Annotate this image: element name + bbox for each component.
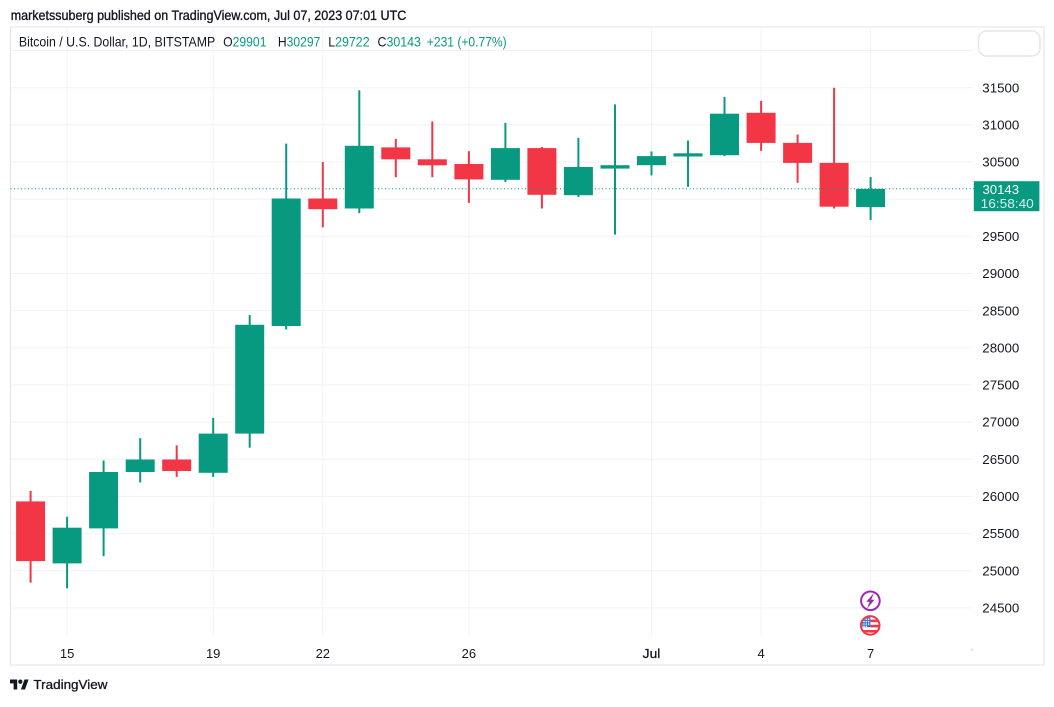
svg-text:29000: 29000 bbox=[982, 266, 1019, 281]
svg-text:26000: 26000 bbox=[982, 489, 1019, 504]
svg-text:30500: 30500 bbox=[982, 155, 1019, 170]
svg-text:marketssuberg published on Tra: marketssuberg published on TradingView.c… bbox=[11, 7, 407, 23]
svg-text:25000: 25000 bbox=[982, 563, 1019, 578]
svg-text:26500: 26500 bbox=[982, 452, 1019, 467]
svg-text:27500: 27500 bbox=[982, 378, 1019, 393]
svg-text:+231 (+0.77%): +231 (+0.77%) bbox=[427, 35, 507, 50]
svg-text:TradingView: TradingView bbox=[33, 677, 108, 692]
svg-text:Bitcoin / U.S. Dollar, 1D, BIT: Bitcoin / U.S. Dollar, 1D, BITSTAMP bbox=[19, 35, 215, 50]
svg-text:H30297: H30297 bbox=[278, 35, 320, 50]
svg-text:16:58:40: 16:58:40 bbox=[981, 196, 1034, 211]
svg-text:24500: 24500 bbox=[982, 601, 1019, 616]
svg-text:28500: 28500 bbox=[982, 303, 1019, 318]
svg-text:26: 26 bbox=[462, 646, 476, 661]
svg-text:27000: 27000 bbox=[982, 415, 1019, 430]
svg-text:15: 15 bbox=[60, 646, 74, 661]
svg-text:31500: 31500 bbox=[982, 80, 1019, 95]
svg-text:O29901: O29901 bbox=[223, 35, 266, 50]
svg-text:19: 19 bbox=[206, 646, 220, 661]
svg-text:31000: 31000 bbox=[982, 118, 1019, 133]
svg-text:L29722: L29722 bbox=[328, 35, 369, 50]
svg-text:7: 7 bbox=[867, 646, 874, 661]
svg-text:30143: 30143 bbox=[983, 182, 1020, 197]
svg-text:22: 22 bbox=[316, 646, 330, 661]
svg-text:29500: 29500 bbox=[982, 229, 1019, 244]
svg-text:Jul: Jul bbox=[643, 646, 661, 661]
svg-text:C30143: C30143 bbox=[378, 35, 422, 50]
svg-text:25500: 25500 bbox=[982, 526, 1019, 541]
svg-text:4: 4 bbox=[757, 646, 764, 661]
svg-text:28000: 28000 bbox=[982, 340, 1019, 355]
